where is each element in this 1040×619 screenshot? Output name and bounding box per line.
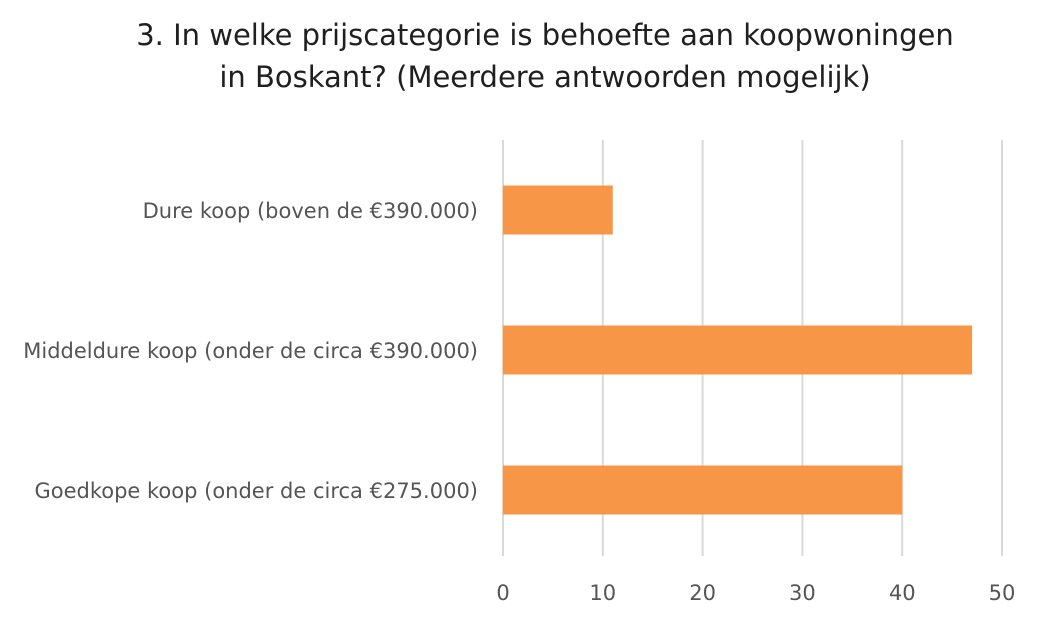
chart-title-line-1: 3. In welke prijscategorie is behoefte a… [136, 18, 954, 52]
bar [503, 185, 613, 235]
x-tick-label: 0 [496, 581, 509, 605]
chart-title-line-2: in Boskant? (Meerdere antwoorden mogelij… [219, 60, 871, 94]
x-tick-label: 20 [689, 581, 716, 605]
x-tick-label: 40 [889, 581, 916, 605]
x-tick-label: 50 [989, 581, 1016, 605]
chart-title: 3. In welke prijscategorie is behoefte a… [0, 14, 1040, 98]
x-tick-label: 10 [589, 581, 616, 605]
bar [503, 465, 903, 515]
category-label: Goedkope koop (onder de circa €275.000) [34, 479, 478, 503]
category-label: Dure koop (boven de €390.000) [143, 199, 478, 223]
category-label: Middeldure koop (onder de circa €390.000… [23, 339, 478, 363]
x-tick-label: 30 [789, 581, 816, 605]
bar [503, 325, 973, 375]
